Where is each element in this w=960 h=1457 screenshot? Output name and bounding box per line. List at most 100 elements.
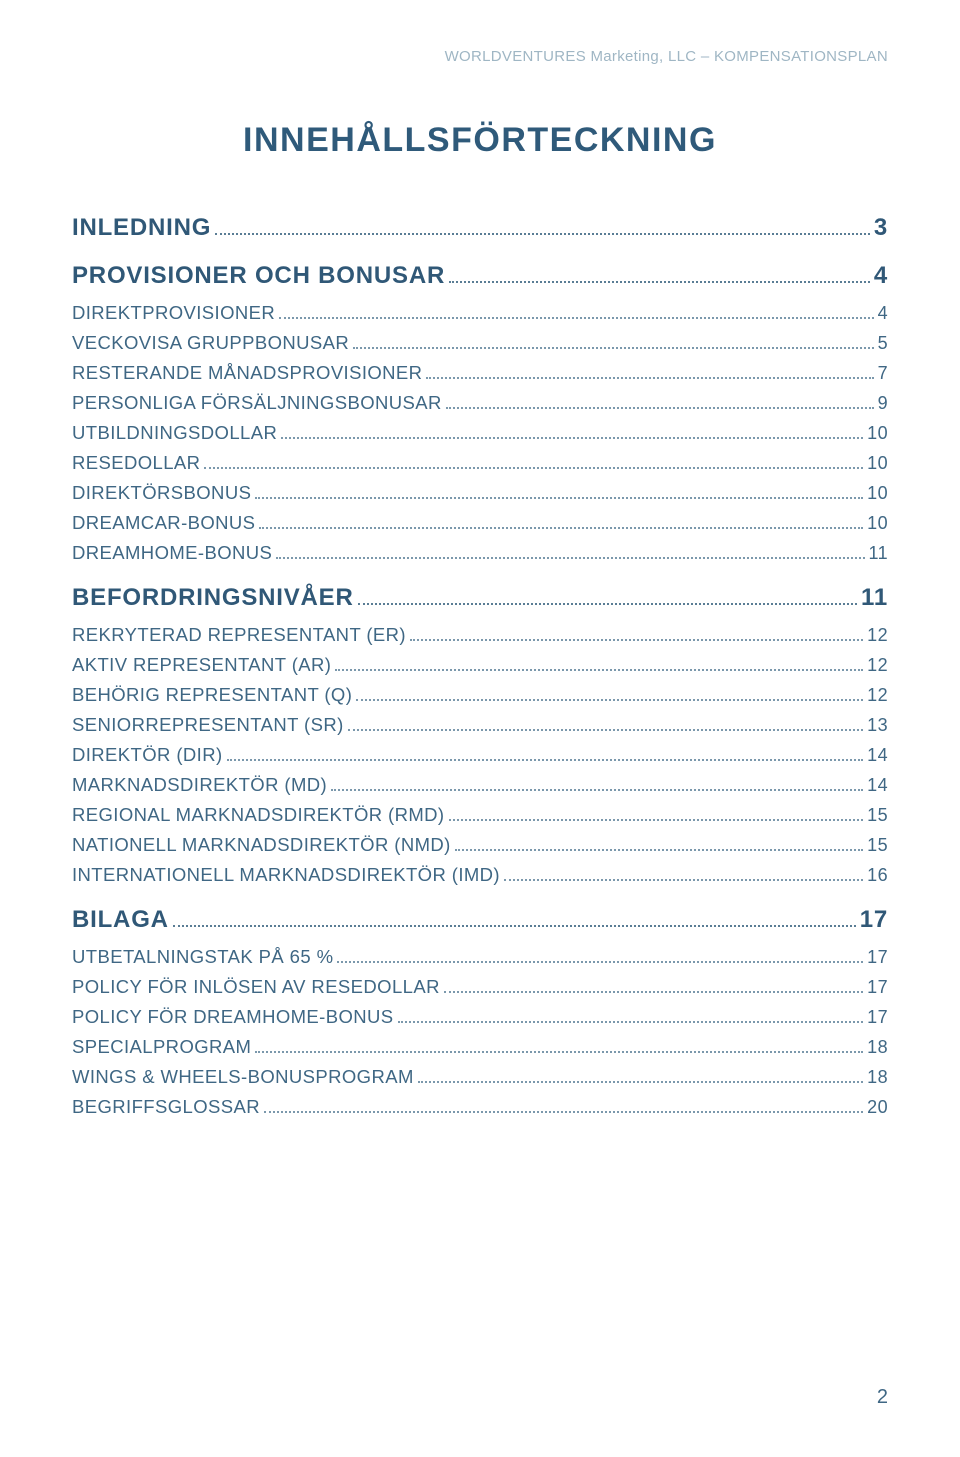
toc-entry: UTBILDNINGSDOLLAR10 (72, 422, 888, 444)
toc-page-number: 4 (878, 303, 888, 324)
dot-leader (337, 948, 863, 963)
toc-page-number: 17 (867, 1007, 888, 1028)
toc-page-number: 12 (867, 685, 888, 706)
toc-section: BEFORDRINGSNIVÅER 11 (72, 584, 888, 612)
dot-leader (279, 304, 873, 319)
toc-label: BEHÖRIG REPRESENTANT (Q) (72, 684, 352, 706)
dot-leader (410, 626, 863, 641)
toc-page-number: 18 (867, 1037, 888, 1058)
dot-leader (255, 484, 863, 499)
page-title: INNEHÅLLSFÖRTECKNING (72, 121, 888, 160)
toc-label: RESEDOLLAR (72, 452, 200, 474)
toc-page-number: 10 (867, 513, 888, 534)
dot-leader (455, 836, 863, 851)
dot-leader (449, 264, 870, 283)
toc-entry: NATIONELL MARKNADSDIREKTÖR (NMD) 15 (72, 834, 888, 856)
toc-page-number: 5 (878, 333, 888, 354)
toc-section: BILAGA 17 (72, 906, 888, 934)
page-container: WORLDVENTURES Marketing, LLC – KOMPENSAT… (0, 0, 960, 1457)
dot-leader (281, 424, 863, 439)
toc-page-number: 9 (878, 393, 888, 414)
toc-entry: REGIONAL MARKNADSDIREKTÖR (RMD) 15 (72, 804, 888, 826)
toc-label: VECKOVISA GRUPPBONUSAR (72, 332, 349, 354)
dot-leader (255, 1038, 863, 1053)
toc-label: PERSONLIGA FÖRSÄLJNINGSBONUSAR (72, 392, 442, 414)
toc-label: POLICY FÖR DREAMHOME-BONUS (72, 1006, 394, 1028)
toc-page-number: 11 (861, 584, 888, 612)
toc-entry: SPECIALPROGRAM 18 (72, 1036, 888, 1058)
toc-label: SPECIALPROGRAM (72, 1036, 251, 1058)
page-number: 2 (877, 1386, 888, 1409)
dot-leader (276, 544, 864, 559)
dot-leader (353, 334, 873, 349)
dot-leader (264, 1098, 863, 1113)
toc-entry: AKTIV REPRESENTANT (AR)12 (72, 654, 888, 676)
toc-label: NATIONELL MARKNADSDIREKTÖR (NMD) (72, 834, 451, 856)
toc-page-number: 14 (867, 745, 888, 766)
dot-leader (204, 454, 863, 469)
toc-page-number: 13 (867, 715, 888, 736)
dot-leader (227, 746, 864, 761)
toc-page-number: 15 (867, 805, 888, 826)
toc-entry: VECKOVISA GRUPPBONUSAR 5 (72, 332, 888, 354)
toc-page-number: 12 (867, 655, 888, 676)
toc-page-number: 10 (867, 453, 888, 474)
dot-leader (446, 394, 874, 409)
dot-leader (215, 216, 870, 235)
toc-section: INLEDNING 3 (72, 214, 888, 242)
toc-label: POLICY FÖR INLÖSEN AV RESEDOLLAR (72, 976, 440, 998)
toc-label: DIREKTÖR (DIR) (72, 744, 223, 766)
toc-entry: REKRYTERAD REPRESENTANT (ER)12 (72, 624, 888, 646)
toc-entry: BEHÖRIG REPRESENTANT (Q) 12 (72, 684, 888, 706)
toc-label: WINGS & WHEELS-BONUSPROGRAM (72, 1066, 414, 1088)
dot-leader (356, 686, 863, 701)
table-of-contents: INLEDNING 3 PROVISIONER OCH BONUSAR 4 DIRE… (72, 214, 888, 1118)
dot-leader (398, 1008, 864, 1023)
toc-entry: MARKNADSDIREKTÖR (MD)14 (72, 774, 888, 796)
toc-label: DREAMCAR-BONUS (72, 512, 255, 534)
toc-page-number: 7 (878, 363, 888, 384)
dot-leader (426, 364, 873, 379)
toc-label: INLEDNING (72, 214, 211, 242)
dot-leader (259, 514, 863, 529)
toc-entry: RESEDOLLAR 10 (72, 452, 888, 474)
dot-leader (335, 656, 863, 671)
dot-leader (331, 776, 863, 791)
toc-label: PROVISIONER OCH BONUSAR (72, 262, 445, 290)
toc-entry: DREAMHOME-BONUS11 (72, 542, 888, 564)
toc-entry: DIREKTÖRSBONUS 10 (72, 482, 888, 504)
toc-label: RESTERANDE MÅNADSPROVISIONER (72, 362, 422, 384)
toc-entry: POLICY FÖR DREAMHOME-BONUS 17 (72, 1006, 888, 1028)
dot-leader (358, 586, 857, 605)
dot-leader (449, 806, 864, 821)
toc-label: SENIORREPRESENTANT (SR) (72, 714, 344, 736)
toc-entry: DREAMCAR-BONUS 10 (72, 512, 888, 534)
dot-leader (444, 978, 863, 993)
toc-page-number: 18 (867, 1067, 888, 1088)
toc-page-number: 17 (860, 906, 888, 934)
dot-leader (348, 716, 864, 731)
toc-section: PROVISIONER OCH BONUSAR 4 (72, 262, 888, 290)
toc-label: BEGRIFFSGLOSSAR (72, 1096, 260, 1118)
toc-page-number: 10 (867, 423, 888, 444)
toc-entry: UTBETALNINGSTAK PÅ 65 % 17 (72, 946, 888, 968)
toc-label: DIREKTÖRSBONUS (72, 482, 251, 504)
toc-label: REGIONAL MARKNADSDIREKTÖR (RMD) (72, 804, 445, 826)
toc-entry: BEGRIFFSGLOSSAR20 (72, 1096, 888, 1118)
running-header: WORLDVENTURES Marketing, LLC – KOMPENSAT… (72, 48, 888, 65)
toc-label: DREAMHOME-BONUS (72, 542, 272, 564)
toc-label: INTERNATIONELL MARKNADSDIREKTÖR (IMD) (72, 864, 500, 886)
toc-label: DIREKTPROVISIONER (72, 302, 275, 324)
toc-page-number: 10 (867, 483, 888, 504)
toc-page-number: 3 (874, 214, 888, 242)
dot-leader (504, 866, 863, 881)
toc-entry: DIREKTÖR (DIR) 14 (72, 744, 888, 766)
toc-page-number: 16 (867, 865, 888, 886)
toc-entry: WINGS & WHEELS-BONUSPROGRAM 18 (72, 1066, 888, 1088)
toc-entry: POLICY FÖR INLÖSEN AV RESEDOLLAR17 (72, 976, 888, 998)
toc-page-number: 15 (867, 835, 888, 856)
toc-label: UTBETALNINGSTAK PÅ 65 % (72, 946, 333, 968)
toc-page-number: 4 (874, 262, 888, 290)
toc-entry: SENIORREPRESENTANT (SR) 13 (72, 714, 888, 736)
toc-page-number: 17 (867, 947, 888, 968)
